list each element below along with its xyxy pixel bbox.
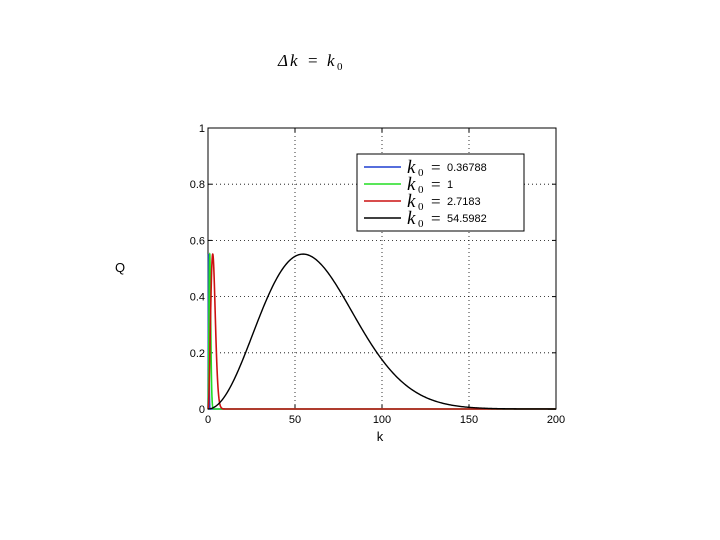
title-delta: Δ <box>277 51 288 70</box>
title-sub: 0 <box>337 61 343 73</box>
legend-equals: = <box>431 158 441 177</box>
title-equals: = <box>308 51 318 70</box>
legend-subscript: 0 <box>418 218 424 230</box>
series-line <box>207 252 556 410</box>
x-axis-label: k <box>377 429 384 444</box>
legend-value: 2.7183 <box>447 196 481 208</box>
x-tick-label: 100 <box>373 414 391 426</box>
y-tick-label: 0 <box>199 404 205 416</box>
y-tick-label: 0.8 <box>190 179 205 191</box>
y-tick-label: 0.6 <box>190 235 205 247</box>
series-line <box>207 253 556 410</box>
series-line <box>207 253 556 410</box>
y-tick-label: 0.4 <box>190 292 205 304</box>
legend-subscript: 0 <box>418 201 424 213</box>
legend-symbol: k <box>407 208 416 229</box>
legend-value: 1 <box>447 179 453 191</box>
legend-subscript: 0 <box>418 167 424 179</box>
legend-symbol: k <box>407 191 416 212</box>
legend-equals: = <box>431 209 441 228</box>
x-tick-label: 200 <box>547 414 565 426</box>
title-k0: k <box>327 51 335 70</box>
grid <box>208 128 556 409</box>
x-tick-label: 150 <box>460 414 478 426</box>
legend-equals: = <box>431 192 441 211</box>
series-line <box>207 253 556 410</box>
legend-value: 0.36788 <box>447 162 487 174</box>
legend-symbol: k <box>407 174 416 195</box>
y-axis-label: Q <box>115 260 125 275</box>
legend-symbol: k <box>407 157 416 178</box>
legend-value: 54.5982 <box>447 213 487 225</box>
x-tick-label: 50 <box>289 414 301 426</box>
title-k: k <box>290 51 298 70</box>
y-tick-label: 0.2 <box>190 348 205 360</box>
series-lines <box>207 252 556 410</box>
y-tick-label: 1 <box>199 123 205 135</box>
chart-title: Δ k = k 0 <box>277 51 343 73</box>
legend-subscript: 0 <box>418 184 424 196</box>
legend-equals: = <box>431 175 441 194</box>
x-tick-label: 0 <box>205 414 211 426</box>
